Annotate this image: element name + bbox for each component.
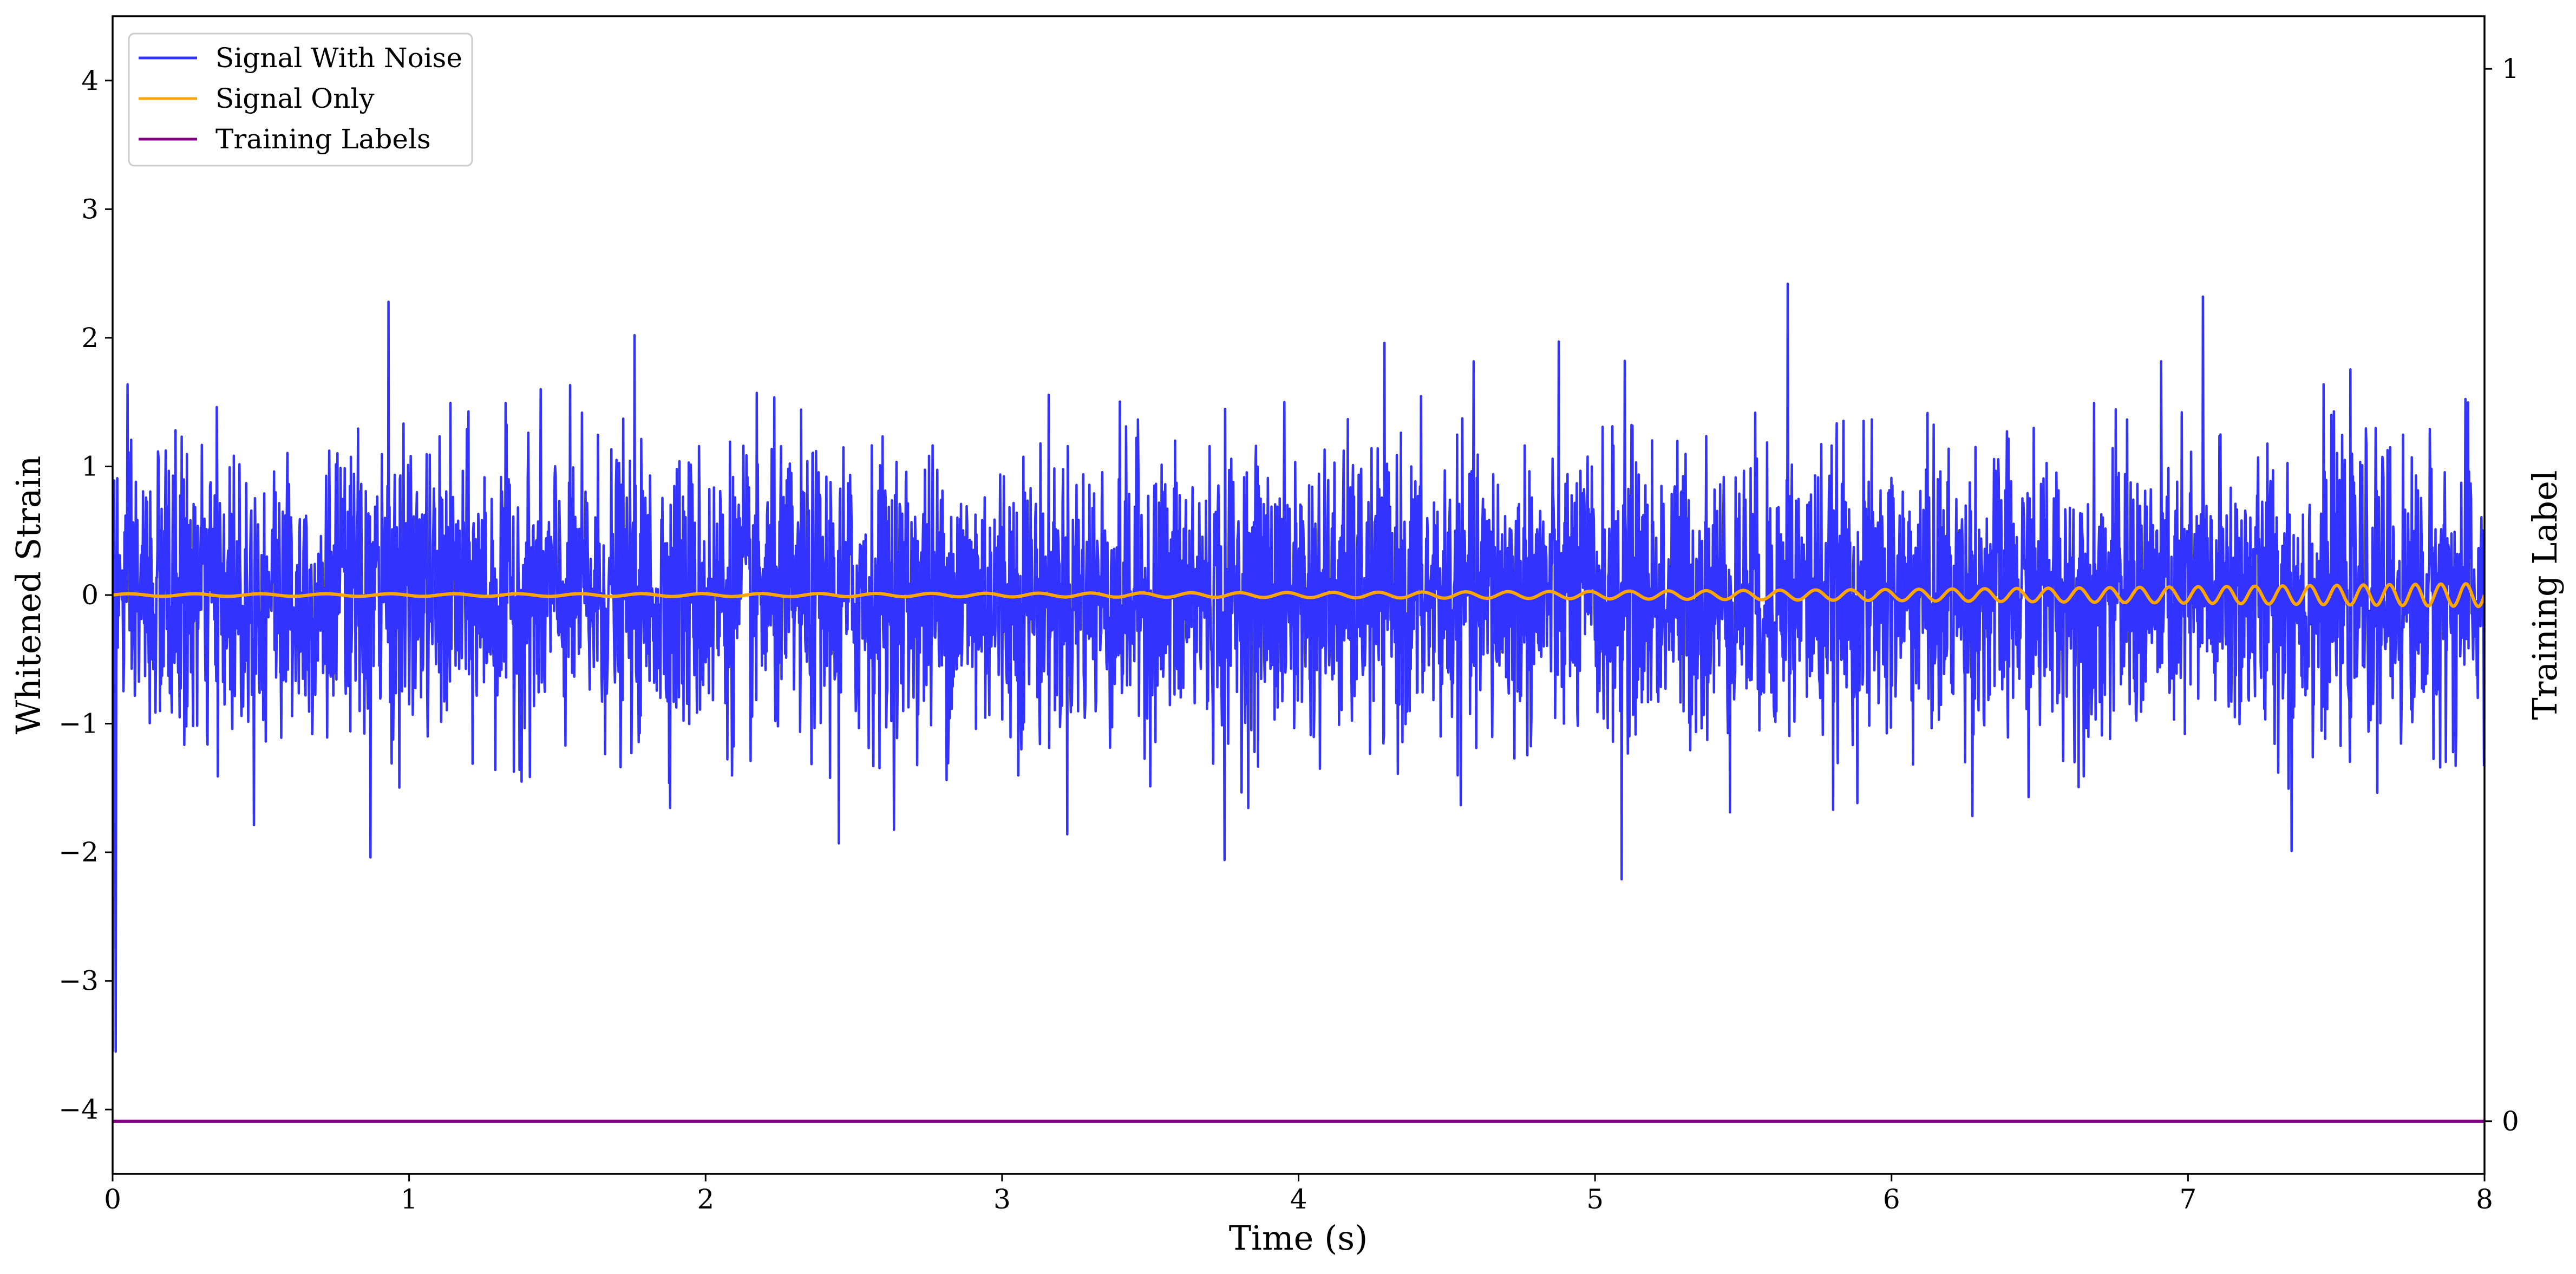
x-tick-label: 8 bbox=[2476, 1184, 2493, 1215]
x-tick-label: 0 bbox=[104, 1184, 121, 1215]
y-tick-label: 2 bbox=[81, 322, 99, 354]
y-axis-label: Whitened Strain bbox=[9, 456, 48, 735]
y-tick-label: −2 bbox=[58, 837, 99, 868]
legend: Signal With Noise Signal Only Training L… bbox=[128, 32, 473, 167]
legend-label-training-labels: Training Labels bbox=[215, 123, 431, 155]
x-tick-label: 5 bbox=[1586, 1184, 1604, 1215]
y2-tick-label: 0 bbox=[2502, 1106, 2519, 1137]
plot-area bbox=[113, 282, 2485, 1123]
x-axis-label: Time (s) bbox=[1229, 1218, 1368, 1258]
legend-label-signal-only: Signal Only bbox=[215, 83, 375, 114]
x-tick-label: 2 bbox=[697, 1184, 714, 1215]
legend-label-signal-with-noise: Signal With Noise bbox=[215, 42, 462, 74]
x-tick-label: 7 bbox=[2179, 1184, 2196, 1215]
x-tick-label: 4 bbox=[1290, 1184, 1307, 1215]
x-tick-label: 1 bbox=[401, 1184, 418, 1215]
y-tick-label: 3 bbox=[81, 193, 99, 225]
y2-axis-label: Training Label bbox=[2525, 470, 2565, 720]
y2-tick-label: 1 bbox=[2502, 53, 2519, 84]
legend-box bbox=[128, 32, 473, 167]
y-tick-label: 1 bbox=[81, 450, 99, 482]
x-tick-label: 3 bbox=[993, 1184, 1011, 1215]
y-tick-label: 4 bbox=[81, 65, 99, 96]
y-axis-left: −4 −3 −2 −1 0 1 2 3 4 bbox=[58, 65, 113, 1125]
x-tick-label: 6 bbox=[1883, 1184, 1900, 1215]
y-tick-label: −1 bbox=[58, 708, 99, 740]
series-line-signal-with-noise bbox=[113, 282, 2485, 1053]
y-tick-label: −3 bbox=[58, 965, 99, 997]
y-tick-label: −4 bbox=[58, 1094, 99, 1125]
series-line-signal-only bbox=[113, 582, 2485, 609]
y-axis-right: 01 bbox=[2485, 53, 2519, 1137]
x-axis: 0 1 2 3 4 5 6 7 8 bbox=[104, 1174, 2493, 1215]
y-tick-label: 0 bbox=[81, 579, 99, 611]
